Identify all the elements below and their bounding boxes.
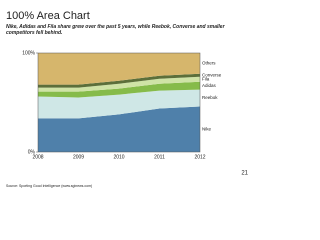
chart-title: 100% Area Chart xyxy=(6,10,90,22)
area xyxy=(38,76,200,92)
x-tick-label: 2012 xyxy=(194,154,205,160)
legend-label: Reebok xyxy=(202,95,218,100)
x-tick-label: 2010 xyxy=(113,154,124,160)
area xyxy=(38,81,200,98)
subtitle-box: Nike, Adidas and Fila share grew over th… xyxy=(6,24,225,36)
area xyxy=(38,89,200,119)
source-note: Source: Sporting Good Intelligence (www.… xyxy=(6,184,92,188)
legend-label: Fila xyxy=(202,76,210,81)
x-tick-label: 2009 xyxy=(73,154,84,160)
area xyxy=(38,106,200,152)
area xyxy=(38,53,200,85)
legend-label: Nike xyxy=(202,126,211,131)
legend-label: Adidas xyxy=(202,83,217,88)
legend-label: Converse xyxy=(202,72,222,77)
page-number: 21 xyxy=(241,171,248,177)
y-tick-label: 0% xyxy=(28,149,36,155)
x-tick-label: 2008 xyxy=(32,154,43,160)
x-tick-label: 2011 xyxy=(154,154,165,160)
plot-frame xyxy=(37,52,201,153)
slide: 100% Area Chart Nike, Adidas and Fila sh… xyxy=(6,10,249,188)
chart-subtitle: Nike, Adidas and Fila share grew over th… xyxy=(6,24,225,36)
y-tick-label: 100% xyxy=(22,50,35,56)
legend-label: Others xyxy=(202,61,216,66)
